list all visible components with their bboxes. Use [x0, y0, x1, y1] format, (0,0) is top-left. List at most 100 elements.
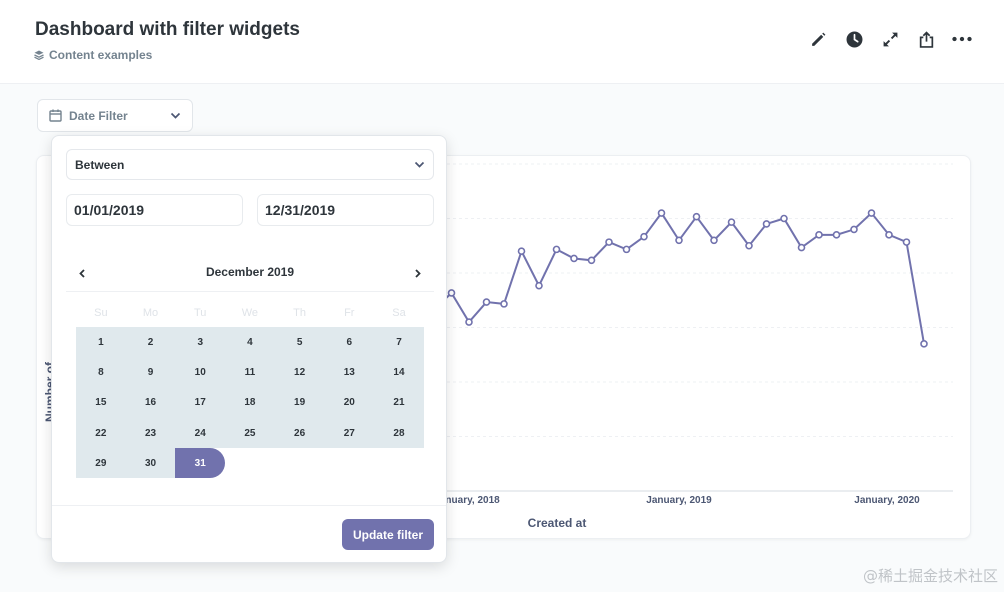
data-point[interactable]	[587, 256, 596, 265]
calendar-day[interactable]: 4	[225, 327, 275, 358]
calendar-day[interactable]: 11	[225, 357, 275, 388]
chevron-right-icon	[414, 268, 421, 278]
weekday-label: Su	[94, 307, 108, 319]
calendar-day[interactable]: 20	[324, 387, 375, 418]
data-point[interactable]	[482, 298, 491, 306]
watermark: @稀土掘金技术社区	[862, 567, 998, 585]
calendar-day[interactable]: 17	[175, 387, 226, 418]
calendar-day[interactable]: 3	[175, 327, 226, 358]
data-point[interactable]	[535, 281, 543, 290]
data-point[interactable]	[692, 212, 701, 221]
data-point[interactable]	[745, 241, 753, 250]
operator-select[interactable]: Between	[66, 149, 434, 180]
calendar-day[interactable]: 25	[225, 417, 275, 449]
calendar-day[interactable]: 19	[274, 387, 325, 418]
calendar-day[interactable]: 1	[76, 327, 126, 358]
data-point[interactable]	[447, 289, 456, 297]
auto-refresh-button[interactable]	[844, 28, 864, 50]
calendar-day[interactable]: 9	[125, 357, 176, 388]
collection-link[interactable]: Content examples	[34, 48, 152, 62]
chevron-down-icon	[414, 161, 425, 168]
data-point[interactable]	[902, 238, 911, 246]
calendar-day[interactable]: 2	[125, 327, 176, 358]
weekday-label: Tu	[194, 307, 207, 319]
share-icon	[919, 30, 933, 48]
data-point[interactable]	[850, 225, 858, 234]
calendar-day-selected[interactable]: 31	[175, 448, 226, 479]
calendar-month-label: December 2019	[205, 265, 295, 279]
expand-icon	[883, 32, 897, 46]
calendar-day[interactable]: 22	[76, 417, 126, 449]
calendar-day[interactable]: 28	[374, 417, 424, 449]
data-point[interactable]	[552, 245, 561, 254]
end-date-input[interactable]	[257, 194, 434, 226]
data-point[interactable]	[570, 254, 578, 263]
pencil-icon	[811, 32, 825, 46]
data-point[interactable]	[780, 214, 788, 223]
calendar-day[interactable]: 6	[324, 327, 375, 358]
weekday-label: Sa	[392, 307, 406, 319]
weekday-header: Su Mo Tu We Th Fr Sa	[76, 307, 424, 319]
data-point[interactable]	[517, 247, 526, 255]
data-point[interactable]	[465, 318, 473, 326]
calendar-day[interactable]: 27	[324, 417, 375, 449]
calendar-day[interactable]: 21	[374, 387, 424, 418]
fullscreen-button[interactable]	[880, 28, 900, 50]
edit-dashboard-button[interactable]	[808, 28, 828, 50]
data-point[interactable]	[885, 231, 893, 239]
calendar-day[interactable]: 18	[225, 387, 275, 418]
series-line	[433, 211, 925, 345]
data-point[interactable]	[605, 238, 613, 246]
calendar-day[interactable]: 7	[374, 327, 424, 358]
more-icon	[952, 36, 972, 42]
update-filter-button[interactable]: Update filter	[342, 519, 434, 550]
calendar-day[interactable]: 26	[274, 417, 325, 449]
calendar-day[interactable]: 5	[274, 327, 325, 358]
data-point[interactable]	[622, 245, 631, 254]
data-point[interactable]	[815, 231, 823, 239]
calendar-day[interactable]: 10	[175, 357, 226, 388]
weekday-label: We	[241, 307, 259, 319]
weekday-label: Fr	[344, 307, 355, 319]
popover-footer-divider	[52, 505, 446, 506]
x-tick-label: January, 2018	[434, 495, 500, 506]
dashboard-header: Dashboard with filter widgets Content ex…	[0, 0, 1004, 84]
dashboard-title: Dashboard with filter widgets	[35, 19, 300, 40]
operator-value: Between	[75, 157, 125, 172]
more-actions-button[interactable]	[952, 28, 972, 50]
previous-month-button[interactable]	[73, 264, 91, 282]
x-tick-label: January, 2019	[646, 495, 712, 506]
share-button[interactable]	[916, 28, 936, 50]
x-axis-title: Created at	[527, 516, 587, 530]
start-date-input[interactable]	[66, 194, 243, 226]
next-month-button[interactable]	[408, 264, 426, 282]
data-point[interactable]	[657, 209, 666, 217]
data-point[interactable]	[727, 218, 736, 226]
collection-icon	[34, 50, 44, 60]
calendar-day[interactable]: 13	[324, 357, 375, 388]
calendar-day[interactable]: 8	[76, 357, 126, 388]
calendar-icon	[49, 109, 62, 122]
calendar-day[interactable]: 29	[76, 448, 126, 479]
calendar-day[interactable]: 30	[125, 448, 176, 479]
calendar-day[interactable]: 12	[274, 357, 325, 388]
calendar-day[interactable]: 15	[76, 387, 126, 418]
data-point[interactable]	[640, 232, 648, 241]
clock-icon	[846, 31, 862, 47]
data-point[interactable]	[762, 220, 771, 228]
calendar-day[interactable]: 14	[374, 357, 424, 388]
calendar-divider	[66, 291, 434, 292]
data-point[interactable]	[920, 340, 928, 348]
data-point[interactable]	[832, 231, 841, 239]
data-point[interactable]	[797, 243, 806, 252]
data-point[interactable]	[500, 300, 508, 308]
calendar-day[interactable]: 23	[125, 417, 176, 449]
data-point[interactable]	[675, 236, 683, 245]
calendar-day[interactable]: 16	[125, 387, 176, 418]
date-filter-widget[interactable]: Date Filter	[37, 99, 193, 132]
calendar-day[interactable]: 24	[175, 417, 226, 449]
data-point[interactable]	[710, 236, 718, 245]
data-point[interactable]	[867, 209, 876, 217]
weekday-label: Mo	[142, 307, 159, 319]
